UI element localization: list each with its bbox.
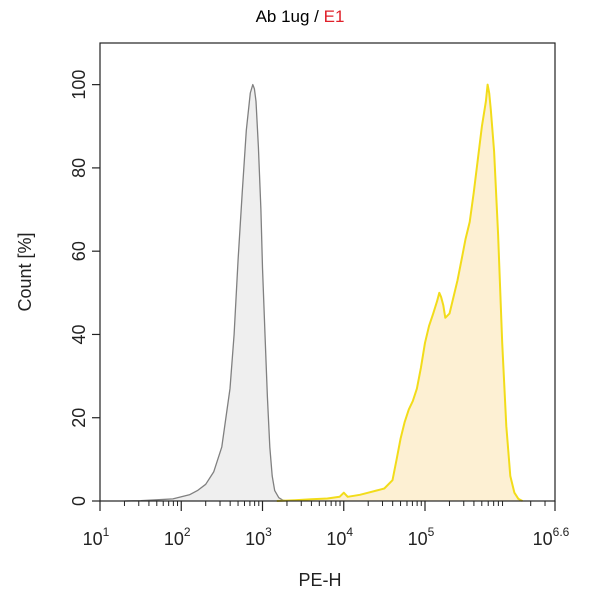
x-axis-label: PE-H (298, 570, 341, 590)
x-tick-base: 10 (164, 529, 184, 549)
sample-line (276, 83, 523, 502)
chart-title: Ab 1ug / E1 (256, 7, 345, 26)
title-prefix: Ab 1ug (256, 7, 310, 26)
x-tick-base: 10 (408, 529, 428, 549)
y-tick-label: 0 (69, 496, 89, 506)
x-tick-label: 102 (164, 525, 191, 549)
x-tick-exponent: 2 (184, 525, 191, 539)
y-tick-label: 20 (69, 408, 89, 428)
title-highlight: E1 (324, 7, 345, 26)
x-tick-base: 10 (83, 529, 103, 549)
x-tick-label: 104 (326, 525, 353, 549)
x-tick-exponent: 1 (103, 525, 110, 539)
series-layer (124, 83, 523, 502)
y-tick-label: 100 (69, 70, 89, 100)
x-tick-base: 10 (533, 529, 553, 549)
control-line (124, 83, 288, 502)
x-tick-base: 10 (326, 529, 346, 549)
y-tick-label: 60 (69, 241, 89, 261)
title-separator: / (309, 7, 323, 26)
plot-frame (99, 42, 556, 502)
x-tick-exponent: 5 (428, 525, 435, 539)
y-axis-label: Count [%] (15, 232, 35, 311)
x-tick-label: 101 (83, 525, 110, 549)
x-tick-exponent: 4 (346, 525, 353, 539)
x-tick-exponent: 3 (265, 525, 272, 539)
sample-fill (276, 84, 523, 501)
control-fill (124, 84, 287, 501)
x-tick-label: 103 (245, 525, 272, 549)
x-tick-base: 10 (245, 529, 265, 549)
x-tick-exponent: 6.6 (553, 525, 570, 539)
y-tick-label: 40 (69, 324, 89, 344)
x-tick-label: 105 (408, 525, 435, 549)
x-tick-label: 106.6 (533, 525, 570, 549)
y-tick-label: 80 (69, 158, 89, 178)
